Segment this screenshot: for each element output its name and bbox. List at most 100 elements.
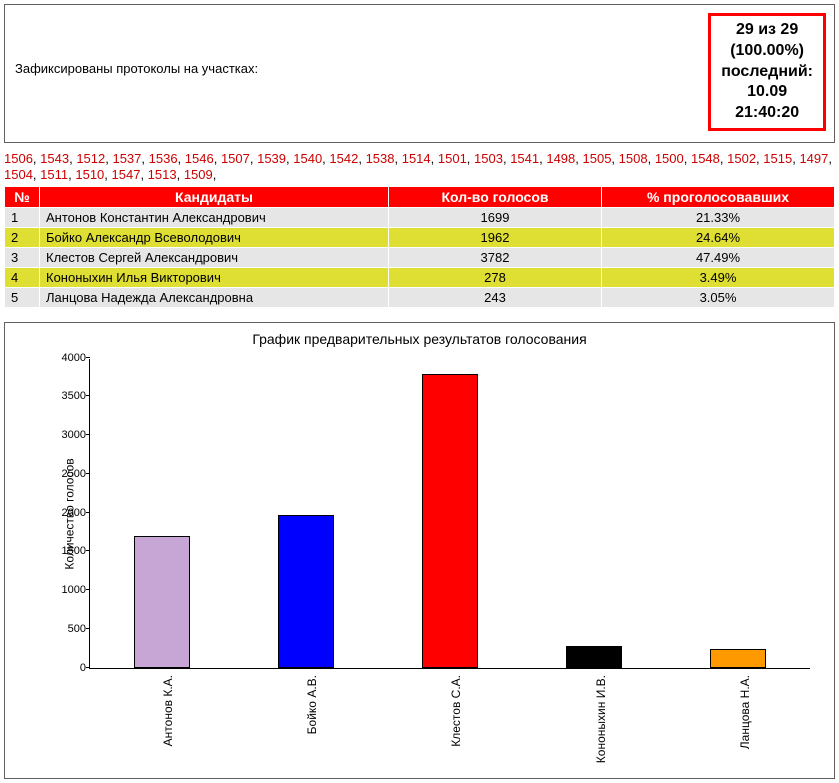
status-box: 29 из 29 (100.00%) последний: 10.09 21:4… [708,13,826,131]
station-link[interactable]: 1543 [40,151,69,166]
station-link[interactable]: 1541 [510,151,539,166]
y-tick-label: 2500 [52,468,86,480]
chart-bar [134,536,190,668]
chart-plot: 05001000150020002500300035004000 [89,359,810,669]
y-tick-label: 0 [52,662,86,674]
y-tick-label: 500 [52,623,86,635]
station-link[interactable]: 1508 [619,151,648,166]
status-time: 21:40:20 [721,103,813,124]
cell-percent: 3.05% [602,287,835,307]
station-link[interactable]: 1510 [75,167,104,182]
bar-slot [134,536,190,668]
station-link[interactable]: 1498 [546,151,575,166]
table-row: 3Клестов Сергей Александрович378247.49% [5,247,835,267]
chart-bar [422,374,478,667]
y-tick-label: 3500 [52,390,86,402]
table-row: 4Кононыхин Илья Викторович2783.49% [5,267,835,287]
x-tick-label: Кононыхин И.В. [566,669,622,774]
station-link[interactable]: 1504 [4,167,33,182]
status-date: 10.09 [721,82,813,103]
cell-votes: 243 [389,287,602,307]
chart-area: Количество голосов 050010001500200025003… [69,359,810,669]
chart-bars [90,359,810,668]
chart-panel: График предварительных результатов голос… [4,322,835,779]
bar-slot [710,649,766,668]
cell-name: Антонов Константин Александрович [40,207,389,227]
cell-votes: 1962 [389,227,602,247]
results-table: № Кандидаты Кол-во голосов % проголосова… [4,186,835,308]
y-tick-mark [86,434,90,435]
cell-num: 5 [5,287,40,307]
table-header-row: № Кандидаты Кол-во голосов % проголосова… [5,186,835,207]
cell-percent: 3.49% [602,267,835,287]
x-axis-labels: Антонов К.А. Бойко А.В. Клестов С.А. Кононы… [89,669,810,774]
col-candidate: Кандидаты [40,186,389,207]
station-link[interactable]: 1513 [148,167,177,182]
x-tick-label: Бойко А.В. [277,669,333,774]
station-link[interactable]: 1503 [474,151,503,166]
station-link[interactable]: 1547 [112,167,141,182]
protocol-label: Зафиксированы протоколы на участках: [15,61,824,76]
bar-slot [422,374,478,667]
status-percent: (100.00%) [721,41,813,62]
header-panel: 29 из 29 (100.00%) последний: 10.09 21:4… [4,4,835,143]
y-tick-mark [86,473,90,474]
y-tick-mark [86,395,90,396]
bar-slot [278,515,334,667]
chart-bar [566,646,622,668]
station-link[interactable]: 1515 [763,151,792,166]
station-link[interactable]: 1539 [257,151,286,166]
station-link[interactable]: 1501 [438,151,467,166]
y-tick-mark [86,589,90,590]
status-count: 29 из 29 [721,20,813,41]
cell-percent: 47.49% [602,247,835,267]
station-link[interactable]: 1548 [691,151,720,166]
chart-bar [710,649,766,668]
y-tick-mark [86,628,90,629]
station-link[interactable]: 1512 [76,151,105,166]
cell-votes: 3782 [389,247,602,267]
table-row: 5Ланцова Надежда Александровна2433.05% [5,287,835,307]
table-row: 1Антонов Константин Александрович169921.… [5,207,835,227]
cell-num: 2 [5,227,40,247]
station-link[interactable]: 1506 [4,151,33,166]
station-link[interactable]: 1546 [185,151,214,166]
cell-votes: 1699 [389,207,602,227]
station-link[interactable]: 1540 [293,151,322,166]
station-link[interactable]: 1507 [221,151,250,166]
cell-num: 3 [5,247,40,267]
cell-name: Бойко Александр Всеволодович [40,227,389,247]
col-votes: Кол-во голосов [389,186,602,207]
station-link[interactable]: 1514 [402,151,431,166]
station-link[interactable]: 1538 [366,151,395,166]
station-list: 1506, 1543, 1512, 1537, 1536, 1546, 1507… [4,151,835,184]
station-link[interactable]: 1497 [799,151,828,166]
bar-slot [566,646,622,668]
cell-num: 1 [5,207,40,227]
y-tick-mark [86,357,90,358]
y-tick-label: 2000 [52,507,86,519]
cell-name: Клестов Сергей Александрович [40,247,389,267]
x-tick-label: Ланцова Н.А. [710,669,766,774]
station-link[interactable]: 1505 [583,151,612,166]
y-tick-label: 4000 [52,352,86,364]
station-link[interactable]: 1500 [655,151,684,166]
col-num: № [5,186,40,207]
y-tick-label: 1500 [52,545,86,557]
chart-bar [278,515,334,667]
cell-percent: 24.64% [602,227,835,247]
y-tick-mark [86,512,90,513]
station-link[interactable]: 1511 [40,167,68,182]
cell-name: Ланцова Надежда Александровна [40,287,389,307]
table-row: 2Бойко Александр Всеволодович196224.64% [5,227,835,247]
y-tick-mark [86,667,90,668]
station-link[interactable]: 1509 [184,167,213,182]
station-link[interactable]: 1502 [727,151,756,166]
x-tick-label: Клестов С.А. [421,669,477,774]
cell-percent: 21.33% [602,207,835,227]
station-link[interactable]: 1542 [329,151,358,166]
station-link[interactable]: 1537 [112,151,141,166]
station-link[interactable]: 1536 [149,151,178,166]
col-percent: % проголосовавших [602,186,835,207]
x-tick-label: Антонов К.А. [133,669,189,774]
